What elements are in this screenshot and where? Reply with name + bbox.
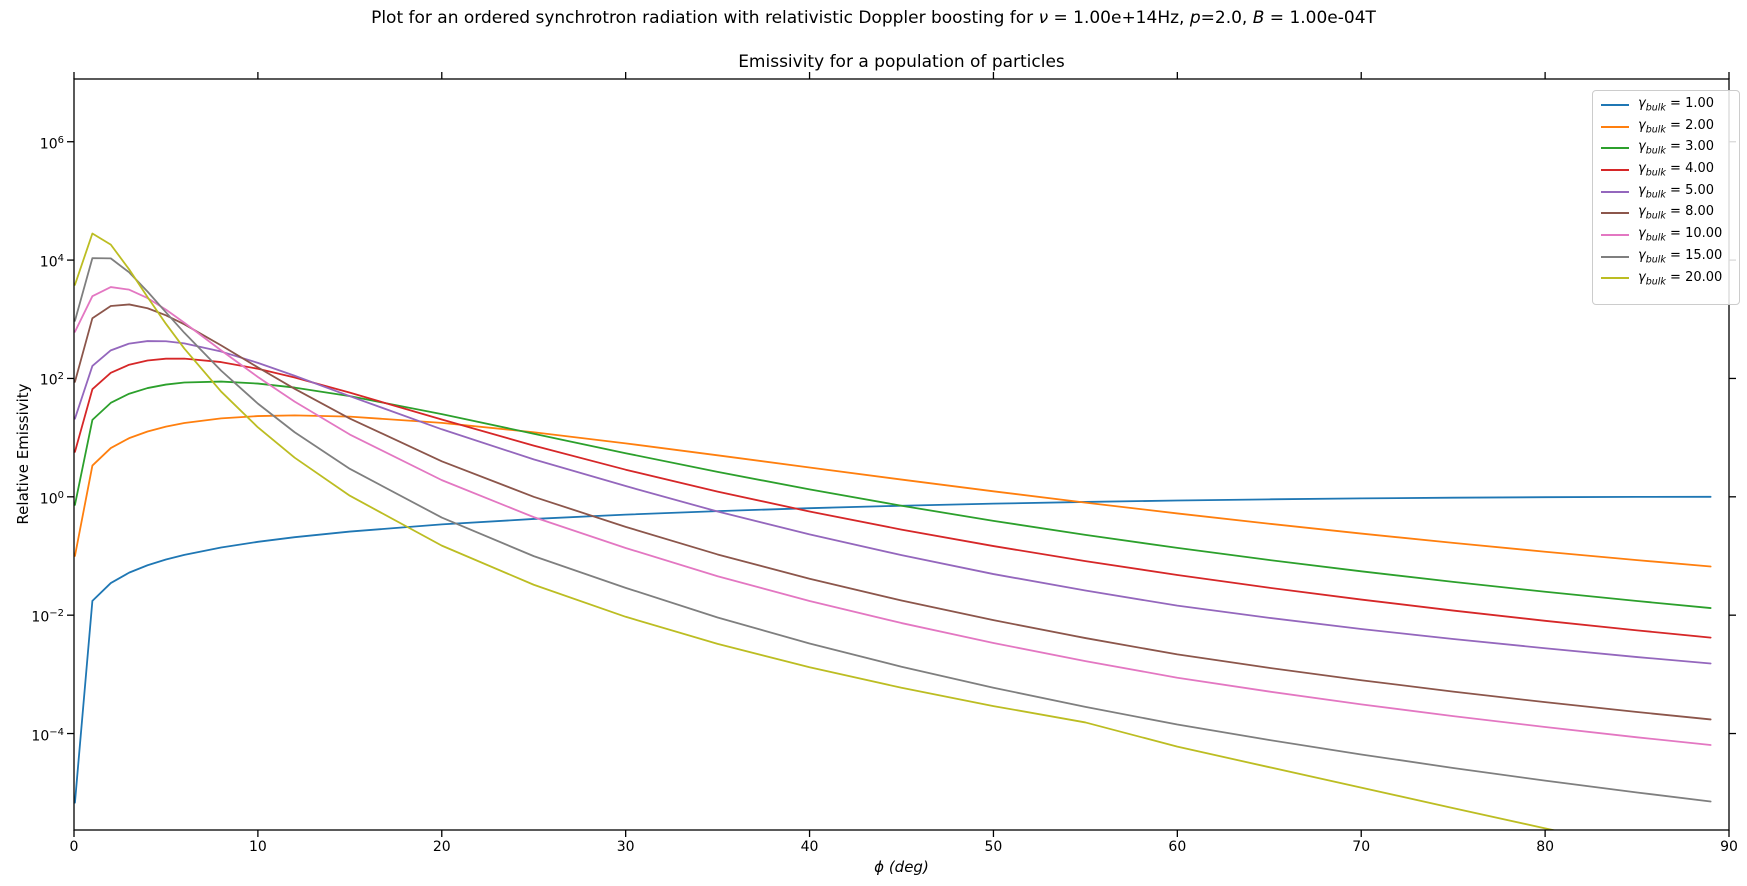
figure-title: Plot for an ordered synchrotron radiatio… (0, 8, 1747, 28)
y-tick-label: 100 (39, 489, 64, 508)
axes-spines (73, 78, 1730, 831)
title-math-part: B (1252, 8, 1265, 28)
legend-item: γbulk = 1.00 (1593, 94, 1739, 116)
legend-label: γbulk = 5.00 (1638, 182, 1715, 201)
legend-label: γbulk = 3.00 (1638, 139, 1715, 158)
x-tick-label: 60 (1168, 839, 1187, 855)
x-tick-label: 0 (69, 839, 79, 855)
curve-gamma-15 (74, 257, 1712, 803)
y-tick-label: 10−4 (31, 726, 64, 745)
legend-label: γbulk = 10.00 (1638, 226, 1723, 244)
legend-line-sample (1601, 103, 1629, 106)
x-axis-label: ϕ (deg) (874, 858, 929, 876)
legend-label: γbulk = 4.00 (1638, 161, 1715, 179)
x-tick-label: 10 (248, 839, 267, 855)
legend-line-sample (1601, 277, 1629, 280)
legend-line-sample (1601, 168, 1629, 171)
x-tick-label: 80 (1536, 839, 1555, 855)
legend-line-sample (1601, 255, 1629, 258)
legend-line-sample (1601, 125, 1629, 128)
legend-item: γbulk = 4.00 (1593, 159, 1739, 181)
legend-label: γbulk = 1.00 (1638, 96, 1715, 114)
legend-item: γbulk = 2.00 (1593, 116, 1739, 138)
legend-item: γbulk = 3.00 (1593, 137, 1739, 159)
curve-gamma-4 (74, 357, 1712, 639)
curve-gamma-20 (74, 232, 1557, 830)
x-tick-label: 70 (1352, 839, 1371, 855)
legend-line-sample (1601, 233, 1629, 236)
x-tick-label: 40 (800, 839, 819, 855)
legend-item: γbulk = 20.00 (1593, 268, 1739, 290)
x-tick-label: 90 (1720, 839, 1738, 855)
curves (74, 232, 1712, 830)
legend-label: γbulk = 2.00 (1638, 117, 1715, 136)
y-tick-label: 10−2 (31, 608, 64, 626)
legend-line-sample (1601, 190, 1629, 193)
title-math-part: p (1189, 8, 1201, 28)
curve-gamma-5 (74, 340, 1712, 665)
title-math-part: ν (1038, 8, 1049, 28)
curve-gamma-8 (74, 303, 1712, 721)
legend-label: γbulk = 8.00 (1638, 204, 1715, 223)
legend: γbulk = 1.00 γbulk = 2.00 γbulk = 3.00 γbul… (1592, 90, 1740, 305)
title-text-part: Plot for an ordered synchrotron radiatio… (371, 8, 1039, 28)
legend-item: γbulk = 8.00 (1593, 202, 1739, 224)
title-text-part: = 1.00e+14Hz, (1048, 8, 1190, 28)
title-text-part: = 1.00e-04T (1264, 8, 1376, 28)
y-tick-label: 106 (39, 134, 64, 153)
legend-item: γbulk = 10.00 (1593, 224, 1739, 246)
legend-line-sample (1601, 212, 1629, 215)
title-text-part: =2.0, (1200, 8, 1253, 28)
x-tick-label: 30 (616, 839, 635, 855)
x-tick-label: 20 (432, 839, 451, 855)
legend-label: γbulk = 20.00 (1638, 269, 1723, 288)
y-tick-label: 104 (39, 253, 64, 271)
legend-label: γbulk = 15.00 (1638, 247, 1723, 266)
curve-gamma-1 (74, 495, 1712, 804)
curve-gamma-2 (74, 414, 1712, 568)
axes-title: Emissivity for a population of particles (738, 52, 1065, 72)
curve-gamma-10 (74, 286, 1712, 746)
y-axis-label: Relative Emissivity (14, 383, 32, 525)
x-tick-label: 50 (984, 839, 1003, 855)
legend-line-sample (1601, 147, 1629, 150)
curve-gamma-3 (74, 380, 1712, 609)
legend-item: γbulk = 15.00 (1593, 246, 1739, 268)
y-tick-label: 102 (39, 371, 64, 390)
legend-item: γbulk = 5.00 (1593, 181, 1739, 203)
